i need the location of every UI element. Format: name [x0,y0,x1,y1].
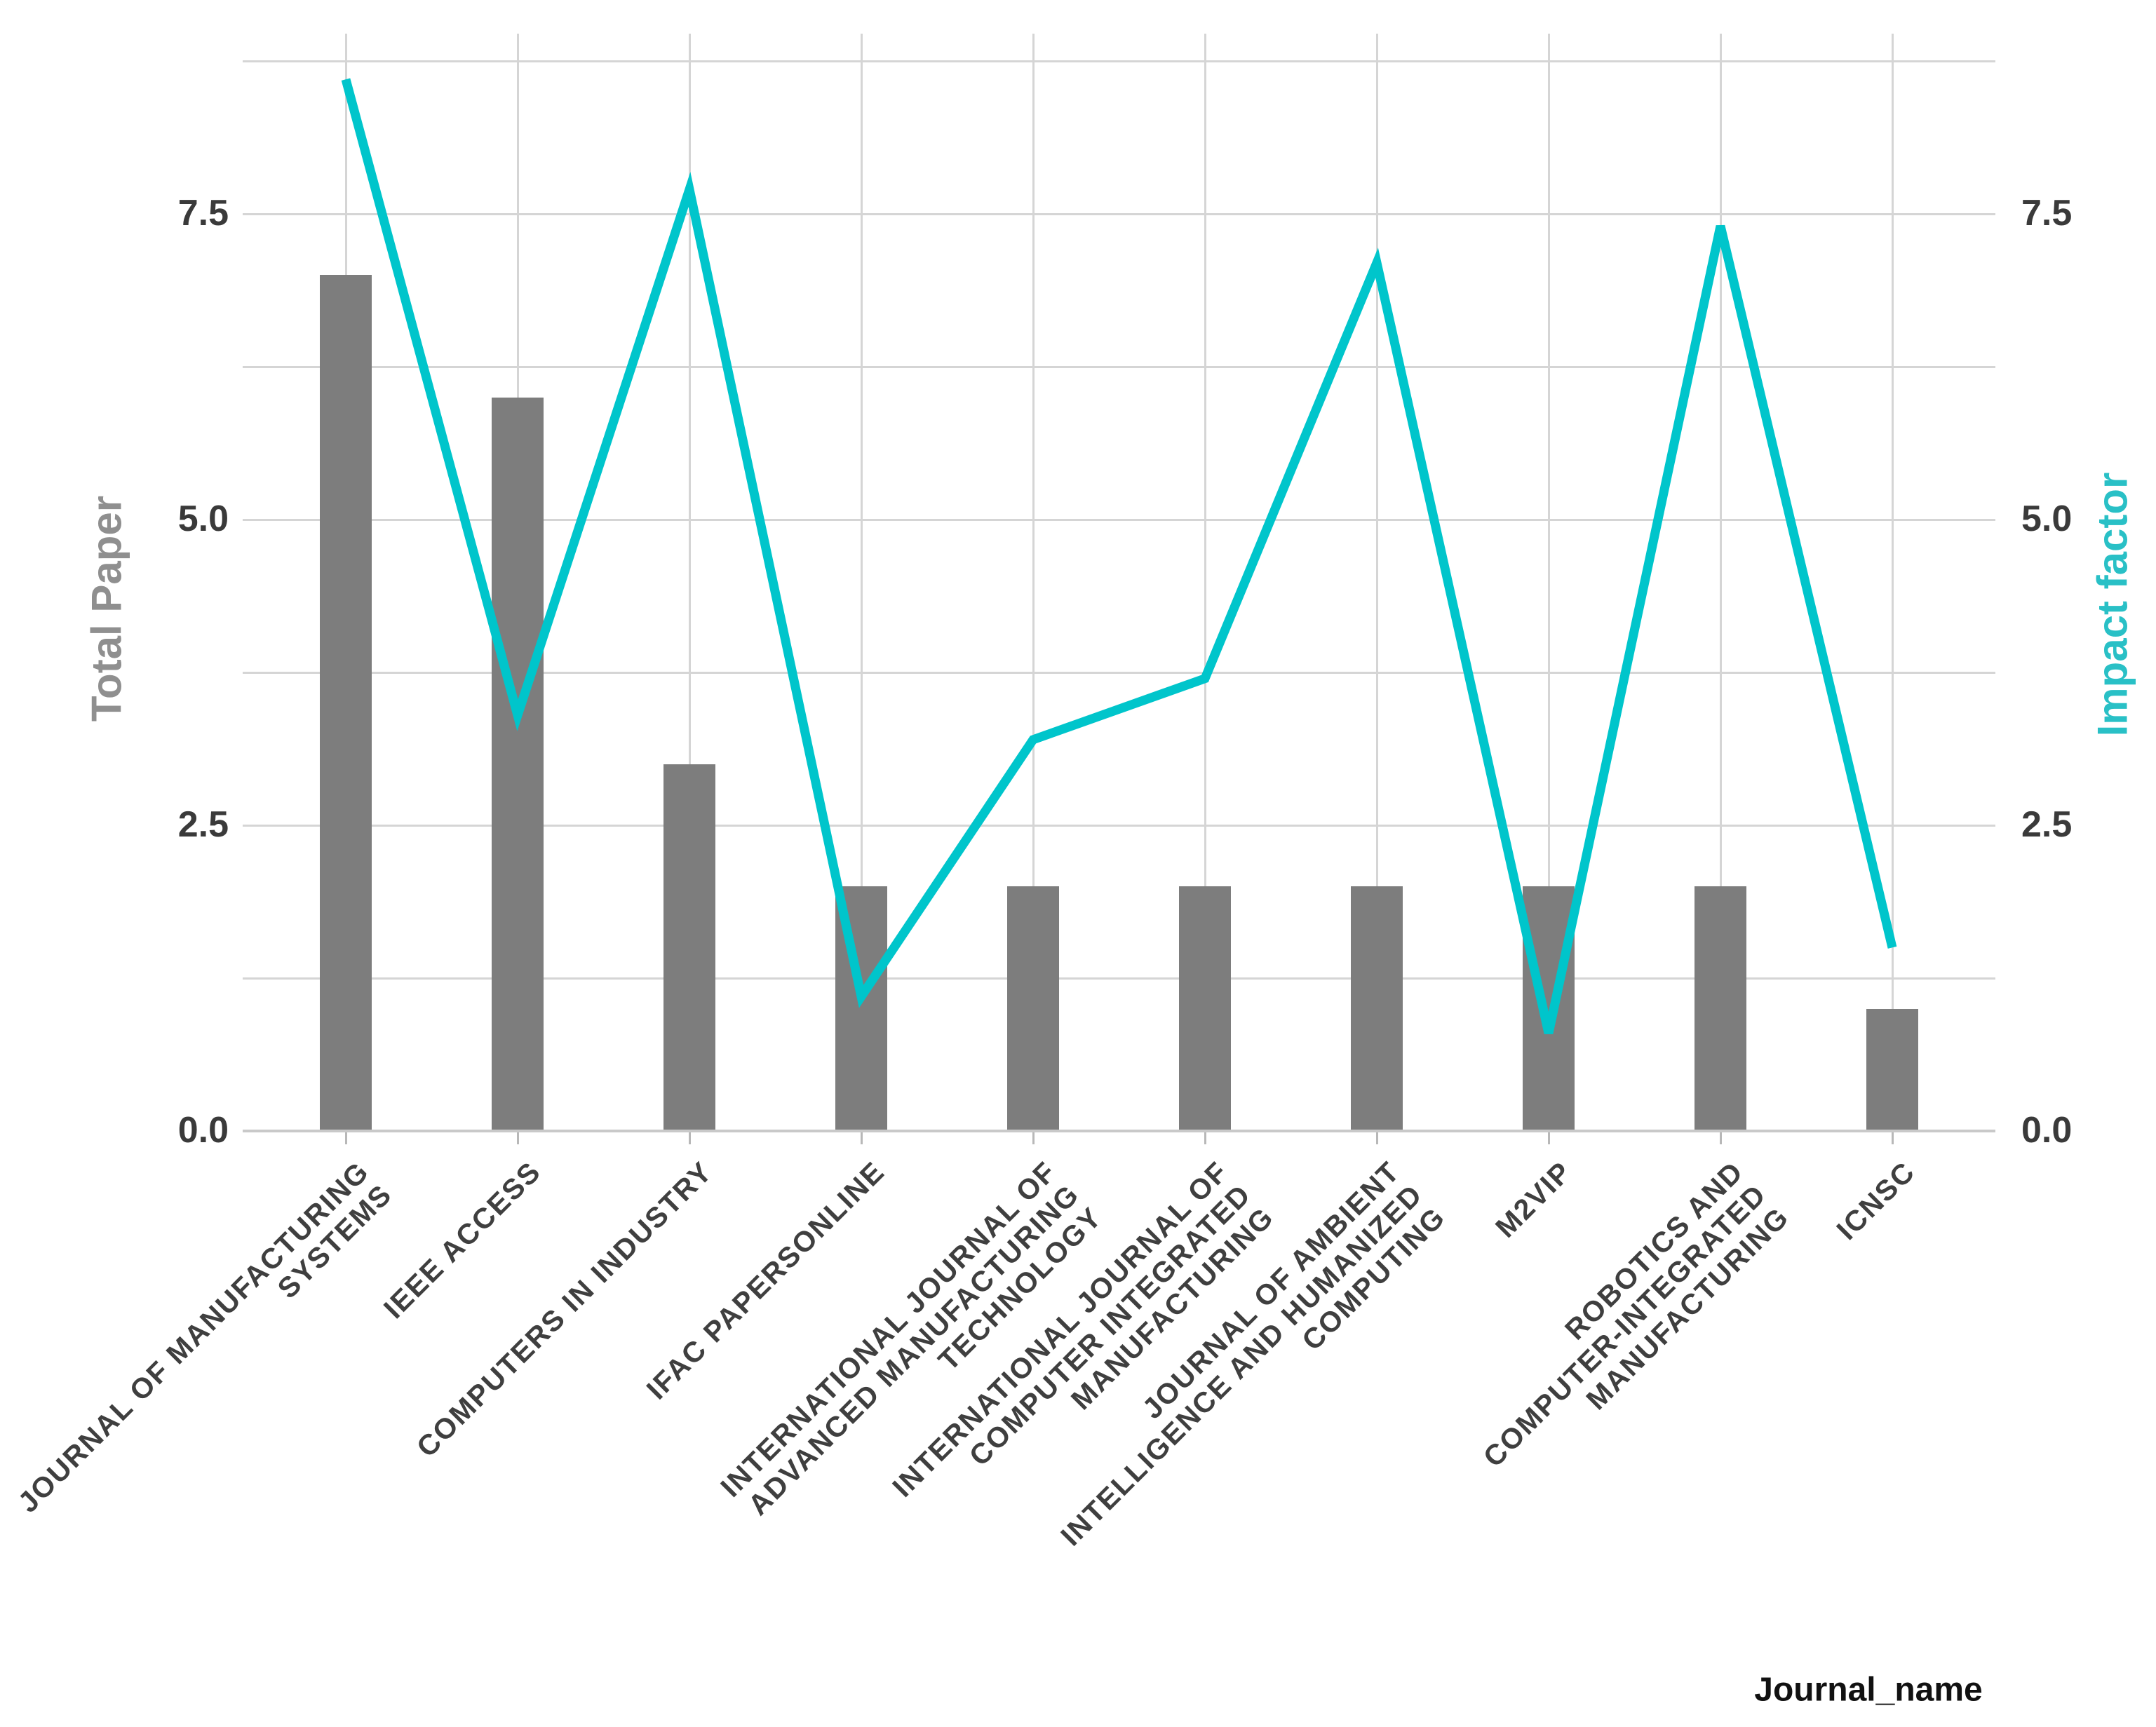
x-axis-line [243,1130,1995,1132]
bar-total-paper [1695,886,1746,1131]
x-category-label: JOURNAL OF MANUFACTURING SYSTEMS [11,1155,398,1519]
y-left-tick-label: 0.0 [177,1110,229,1151]
x-tick [1032,1132,1035,1144]
x-tick [688,1132,691,1144]
minor-gridline [243,60,1995,62]
x-tick [1547,1132,1550,1144]
impact-factor-line-layer [341,78,1897,1034]
bar-total-paper [320,275,372,1131]
bar-total-paper [1179,886,1231,1131]
y-right-tick-label: 2.5 [2021,804,2073,845]
x-category-label: COMPUTERS IN INDUSTRY [410,1155,719,1463]
impact-factor-line [341,78,1897,1034]
category-gridline [1547,34,1550,1131]
category-gridline [1204,34,1206,1131]
bar-total-paper [1007,886,1059,1131]
category-gridline [1032,34,1035,1131]
bar-total-paper [1351,886,1403,1131]
category-gridline [860,34,863,1131]
x-category-label: M2VIP [1489,1155,1578,1244]
category-gridline [1375,34,1378,1131]
x-tick [1204,1132,1206,1144]
x-tick [344,1132,347,1144]
x-tick [1719,1132,1722,1144]
plot-panel [243,34,1995,1131]
y-left-tick-label: 7.5 [177,193,229,233]
x-tick [1891,1132,1894,1144]
bar-total-paper [1523,886,1575,1131]
minor-gridline [243,671,1995,674]
major-gridline [243,518,1995,521]
y-right-tick-label: 0.0 [2021,1110,2073,1151]
major-gridline [243,824,1995,827]
category-gridline [1891,34,1894,1131]
bar-total-paper [492,397,544,1131]
x-axis-title: Journal_name [1754,1671,1983,1709]
bar-total-paper [663,764,715,1131]
y-right-tick-label: 7.5 [2021,193,2073,233]
y-left-tick-label: 2.5 [177,804,229,845]
category-gridline [688,34,691,1131]
minor-gridline [243,977,1995,980]
x-tick [860,1132,863,1144]
y-right-tick-label: 5.0 [2021,499,2073,539]
left-axis-title: Total Paper [83,495,130,722]
x-category-label: ICNSC [1831,1155,1922,1247]
category-gridline [1719,34,1722,1131]
y-left-tick-label: 5.0 [177,499,229,539]
x-tick [1375,1132,1378,1144]
minor-gridline [243,365,1995,368]
x-tick [516,1132,519,1144]
bar-total-paper [1866,1008,1918,1131]
major-gridline [243,212,1995,215]
x-category-label: IEEE ACCESS [377,1155,547,1325]
right-axis-title: Impact factor [2089,472,2136,737]
